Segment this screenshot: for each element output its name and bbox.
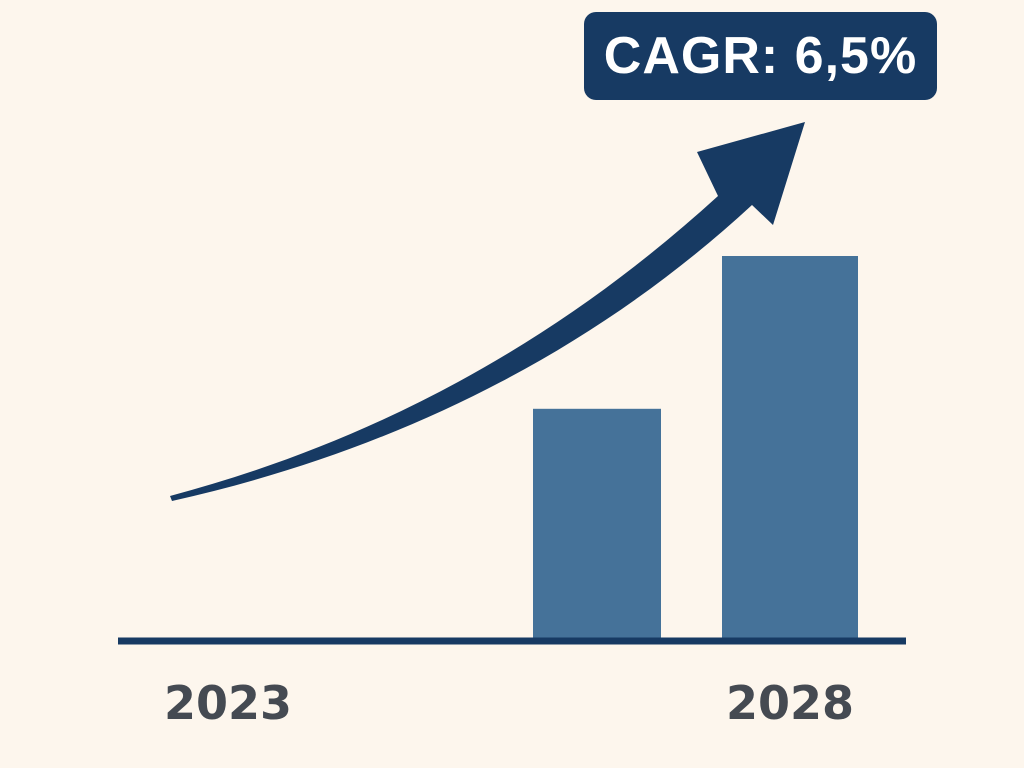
bars-layer <box>533 256 858 638</box>
x-tick-label-end: 2028 <box>726 676 855 730</box>
cagr-badge: CAGR: 6,5% <box>584 12 937 100</box>
cagr-annotation: CAGR: 6,5% <box>603 27 918 85</box>
bar-1 <box>533 408 661 638</box>
x-tick-label-start: 2023 <box>164 676 293 730</box>
bar-2 <box>722 256 858 638</box>
trend-arrow <box>170 122 805 501</box>
